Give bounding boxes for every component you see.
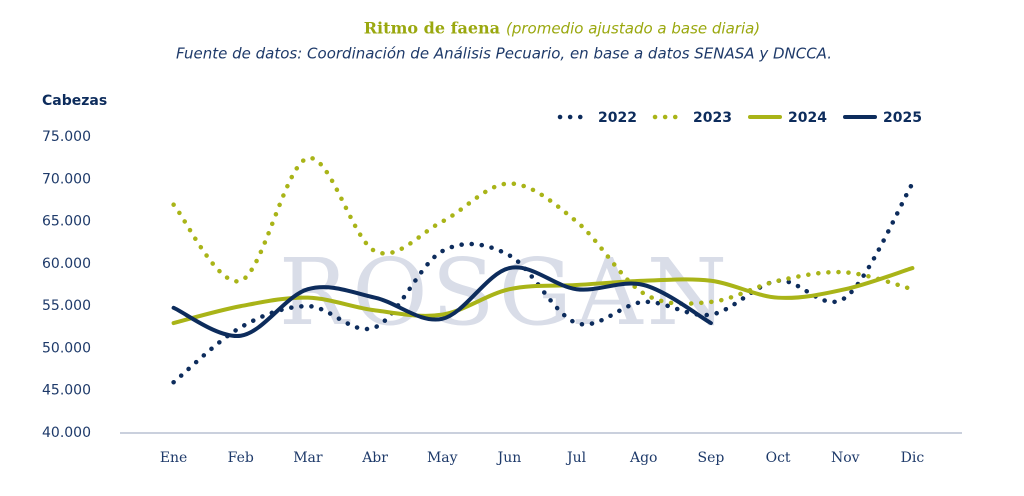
x-tick-label: May [427, 450, 458, 466]
y-tick-label: 75.000 [42, 129, 91, 145]
x-tick-label: Feb [228, 450, 254, 466]
y-tick-label: 50.000 [42, 340, 91, 356]
y-tick-label: 65.000 [42, 214, 91, 230]
x-tick-label: Abr [361, 450, 388, 466]
series-line [171, 181, 915, 385]
legend-label: 2025 [883, 110, 922, 126]
x-tick-label: Ene [160, 450, 188, 466]
y-tick-label: 55.000 [42, 298, 91, 314]
x-tick-label: Jun [496, 450, 522, 466]
x-tick-label: Mar [293, 450, 323, 466]
chart-title-note: (promedio ajustado a base diaria) [506, 20, 760, 38]
x-tick-label: Dic [901, 450, 925, 466]
series-line [171, 265, 713, 338]
x-tick-label: Jul [565, 450, 587, 466]
x-tick-label: Oct [766, 450, 791, 466]
series-line [171, 266, 915, 326]
legend-label: 2023 [693, 110, 732, 126]
chart-subtitle: Fuente de datos: Coordinación de Análisi… [176, 45, 832, 63]
y-tick-label: 40.000 [42, 425, 91, 441]
legend-label: 2022 [598, 110, 637, 126]
x-tick-label: Ago [629, 450, 658, 466]
y-tick-label: 60.000 [42, 256, 91, 272]
y-axis-label: Cabezas [42, 93, 107, 109]
chart-title: Ritmo de faena [364, 19, 500, 38]
legend-label: 2024 [788, 110, 827, 126]
y-tick-label: 45.000 [42, 383, 91, 399]
y-tick-label: 70.000 [42, 171, 91, 187]
x-tick-label: Sep [697, 450, 724, 466]
series-line [171, 155, 915, 306]
x-tick-label: Nov [831, 450, 860, 466]
